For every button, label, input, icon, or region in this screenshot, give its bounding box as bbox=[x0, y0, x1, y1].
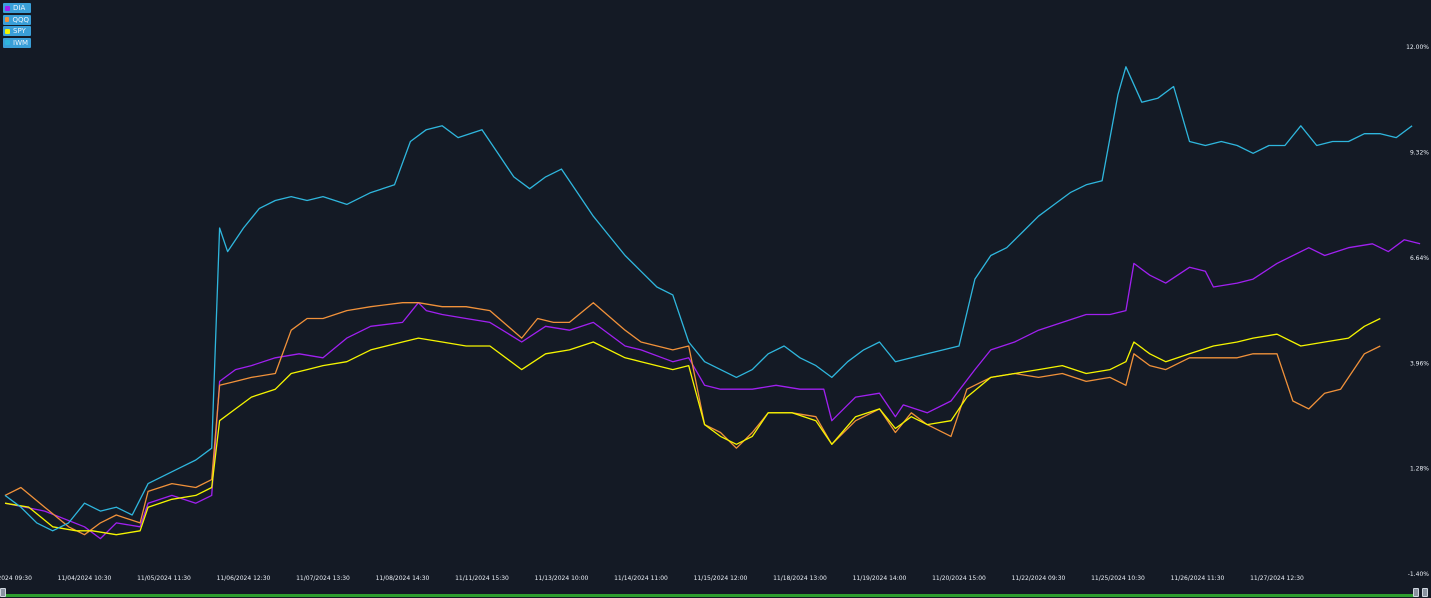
y-tick-label: 6.64% bbox=[1410, 255, 1429, 262]
x-tick-label: 11/19/2024 14:00 bbox=[853, 575, 907, 582]
legend-swatch-iwm bbox=[5, 40, 10, 45]
x-tick-label: 11/11/2024 15:30 bbox=[455, 575, 509, 582]
navigator-track[interactable] bbox=[0, 590, 1431, 598]
x-tick-label: 11/18/2024 13:00 bbox=[773, 575, 827, 582]
x-tick-label: 11/26/2024 11:30 bbox=[1171, 575, 1225, 582]
x-tick-label: 11/01/2024 09:30 bbox=[0, 575, 32, 582]
series-line-qqq[interactable] bbox=[4, 302, 1381, 536]
x-tick-label: 11/13/2024 10:00 bbox=[535, 575, 589, 582]
y-tick-label: 9.32% bbox=[1410, 150, 1429, 157]
series-line-dia[interactable] bbox=[4, 239, 1421, 540]
x-tick-label: 11/05/2024 11:30 bbox=[137, 575, 191, 582]
x-axis: 11/01/2024 09:30 11/04/2024 10:30 11/05/20… bbox=[0, 575, 1304, 582]
x-tick-label: 11/04/2024 10:30 bbox=[58, 575, 112, 582]
y-tick-label: 12.00% bbox=[1406, 44, 1429, 51]
navigator-handle-end[interactable] bbox=[1422, 588, 1428, 597]
x-tick-label: 11/25/2024 10:30 bbox=[1091, 575, 1145, 582]
series-line-spy[interactable] bbox=[4, 317, 1381, 536]
navigator-range-bar[interactable] bbox=[4, 594, 1417, 597]
x-tick-label: 11/07/2024 13:30 bbox=[296, 575, 350, 582]
x-tick-label: 11/20/2024 15:00 bbox=[932, 575, 986, 582]
x-tick-label: 11/15/2024 12:00 bbox=[694, 575, 748, 582]
legend-label-iwm: IWM bbox=[13, 38, 29, 47]
y-tick-label: 1.28% bbox=[1410, 466, 1429, 473]
series-layer bbox=[4, 66, 1421, 540]
legend-label-spy: SPY bbox=[13, 27, 26, 35]
legend-swatch-spy bbox=[5, 28, 10, 34]
legend-item-dia[interactable]: DIA bbox=[3, 3, 31, 13]
legend-swatch-qqq bbox=[5, 17, 10, 22]
series-line-iwm[interactable] bbox=[4, 66, 1413, 532]
x-tick-label: 11/27/2024 12:30 bbox=[1250, 575, 1304, 582]
legend: DIA QQQ SPY IWM bbox=[3, 3, 31, 49]
legend-swatch-dia bbox=[5, 5, 10, 11]
legend-label-dia: DIA bbox=[13, 4, 26, 12]
legend-item-qqq[interactable]: QQQ bbox=[3, 14, 31, 25]
x-tick-label: 11/08/2024 14:30 bbox=[376, 575, 430, 582]
legend-item-iwm[interactable]: IWM bbox=[3, 37, 31, 48]
x-tick-label: 11/06/2024 12:30 bbox=[217, 575, 271, 582]
y-tick-label: -1.40% bbox=[1408, 571, 1430, 578]
x-tick-label: 11/22/2024 09:30 bbox=[1012, 575, 1066, 582]
y-tick-label: 3.96% bbox=[1410, 360, 1429, 367]
y-axis: -1.40% 1.28% 3.96% 6.64% 9.32% 12.00% bbox=[1406, 44, 1429, 578]
legend-item-spy[interactable]: SPY bbox=[3, 26, 31, 36]
x-tick-label: 11/14/2024 11:00 bbox=[614, 575, 668, 582]
navigator-handle-left[interactable] bbox=[0, 588, 6, 597]
navigator-handle-right[interactable] bbox=[1413, 588, 1419, 597]
legend-label-qqq: QQQ bbox=[12, 15, 29, 24]
